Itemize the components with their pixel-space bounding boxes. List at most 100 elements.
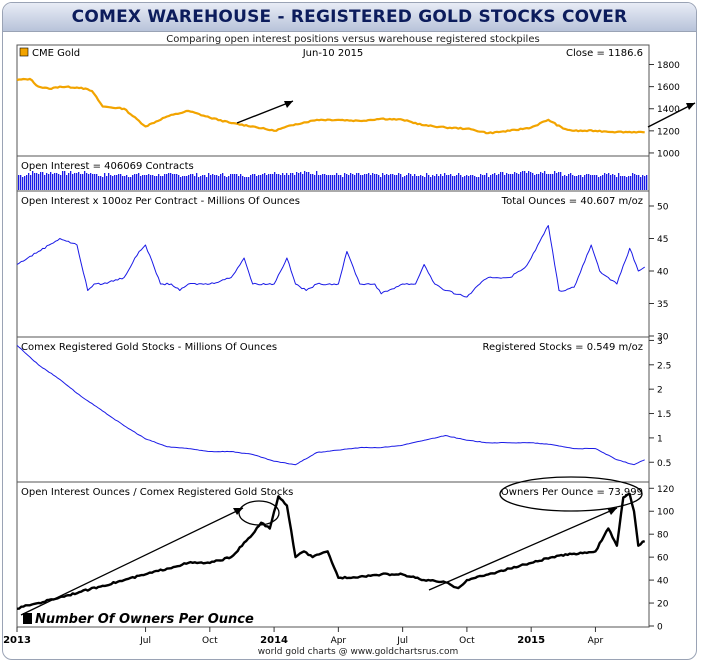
open-interest-bar [620, 176, 622, 190]
open-interest-bar [272, 174, 274, 190]
open-interest-bar [490, 175, 492, 190]
open-interest-bar [288, 175, 290, 190]
open-interest-bar [500, 172, 502, 190]
y-tick-label: 1600 [657, 83, 680, 93]
open-interest-bar [292, 173, 294, 190]
open-interest-bar [316, 171, 318, 190]
open-interest-bar [566, 176, 568, 190]
open-interest-bar [646, 175, 648, 190]
annotation-marker [23, 613, 32, 624]
open-interest-bar [314, 175, 316, 190]
open-interest-bar [524, 171, 526, 190]
open-interest-bar [160, 176, 162, 190]
open-interest-bar [174, 174, 176, 190]
open-interest-bar [512, 174, 514, 190]
open-interest-bar [166, 174, 168, 190]
x-tick-label: 2015 [517, 635, 545, 646]
open-interest-bar [492, 174, 494, 190]
open-interest-bar [24, 176, 26, 190]
open-interest-bar [284, 175, 286, 190]
open-interest-bar [22, 177, 24, 190]
open-interest-bar [320, 175, 322, 190]
open-interest-bar [296, 172, 298, 190]
open-interest-bar [84, 171, 86, 190]
open-interest-bar [464, 176, 466, 190]
open-interest-bar [154, 176, 156, 190]
open-interest-bar [360, 175, 362, 190]
open-interest-bar [280, 175, 282, 190]
open-interest-bar [390, 174, 392, 190]
open-interest-bar [468, 176, 470, 190]
open-interest-bar [338, 175, 340, 190]
open-interest-bar [474, 176, 476, 190]
panel-frame-1 [16, 44, 650, 157]
open-interest-bar [48, 174, 50, 190]
open-interest-bar [590, 175, 592, 190]
open-interest-bar [146, 175, 148, 190]
open-interest-bar [644, 176, 646, 190]
open-interest-bar [32, 171, 34, 190]
open-interest-bar [216, 175, 218, 190]
open-interest-bar [26, 175, 28, 190]
open-interest-bar [194, 176, 196, 190]
open-interest-bar [622, 176, 624, 190]
open-interest-bar [404, 176, 406, 190]
panel-title-owners-per-ounce: Open Interest Ounces / Comex Registered … [21, 487, 293, 498]
x-tick-label: 2014 [260, 635, 288, 646]
panel-frame-4 [16, 336, 650, 483]
open-interest-bar [102, 177, 104, 190]
open-interest-bar [462, 177, 464, 190]
open-interest-bar [200, 176, 202, 190]
open-interest-bar [226, 177, 228, 190]
open-interest-bar [66, 175, 68, 190]
open-interest-bar [384, 175, 386, 190]
open-interest-bar [78, 172, 80, 190]
open-interest-bar [532, 173, 534, 190]
open-interest-bar [596, 175, 598, 190]
open-interest-bar [528, 171, 530, 190]
y-tick-label: 120 [657, 485, 674, 495]
open-interest-bar [484, 175, 486, 190]
open-interest-bar [488, 177, 490, 190]
open-interest-bar [558, 172, 560, 190]
open-interest-bar [256, 176, 258, 190]
open-interest-bar [310, 174, 312, 190]
open-interest-bar [370, 175, 372, 190]
open-interest-bar [440, 174, 442, 190]
legend-swatch-gold [19, 47, 29, 57]
open-interest-bar [522, 171, 524, 190]
open-interest-bar [142, 175, 144, 190]
y-tick-label: 3 [657, 337, 663, 347]
y-tick-label: 60 [657, 554, 669, 564]
open-interest-bar [82, 174, 84, 190]
open-interest-bar [592, 175, 594, 190]
open-interest-bar [476, 177, 478, 190]
open-interest-bar [252, 174, 254, 190]
open-interest-bar [122, 176, 124, 190]
open-interest-bar [88, 174, 90, 190]
open-interest-bar [444, 173, 446, 190]
series-line-cme-gold [16, 77, 645, 135]
open-interest-bar [362, 175, 364, 190]
open-interest-bar [516, 173, 518, 190]
open-interest-bar [342, 177, 344, 190]
y-tick-label: 0 [657, 623, 663, 633]
open-interest-bar [268, 174, 270, 190]
owners-per-ounce-readout: Owners Per Ounce = 73.999 [501, 487, 643, 498]
open-interest-bar [214, 175, 216, 190]
highlight-ellipse-readout [499, 476, 643, 512]
open-interest-bar [198, 177, 200, 190]
open-interest-bar [232, 174, 234, 190]
open-interest-bar [152, 175, 154, 190]
open-interest-bar [240, 174, 242, 190]
y-tick-label: 20 [657, 600, 669, 610]
open-interest-bar [168, 173, 170, 190]
open-interest-bar [438, 176, 440, 190]
open-interest-bar [510, 174, 512, 190]
y-tick-label: 1000 [657, 149, 680, 159]
open-interest-bar [366, 174, 368, 190]
open-interest-bar [460, 175, 462, 190]
open-interest-bar [54, 173, 56, 190]
open-interest-bar [162, 176, 164, 190]
open-interest-bar [600, 176, 602, 190]
